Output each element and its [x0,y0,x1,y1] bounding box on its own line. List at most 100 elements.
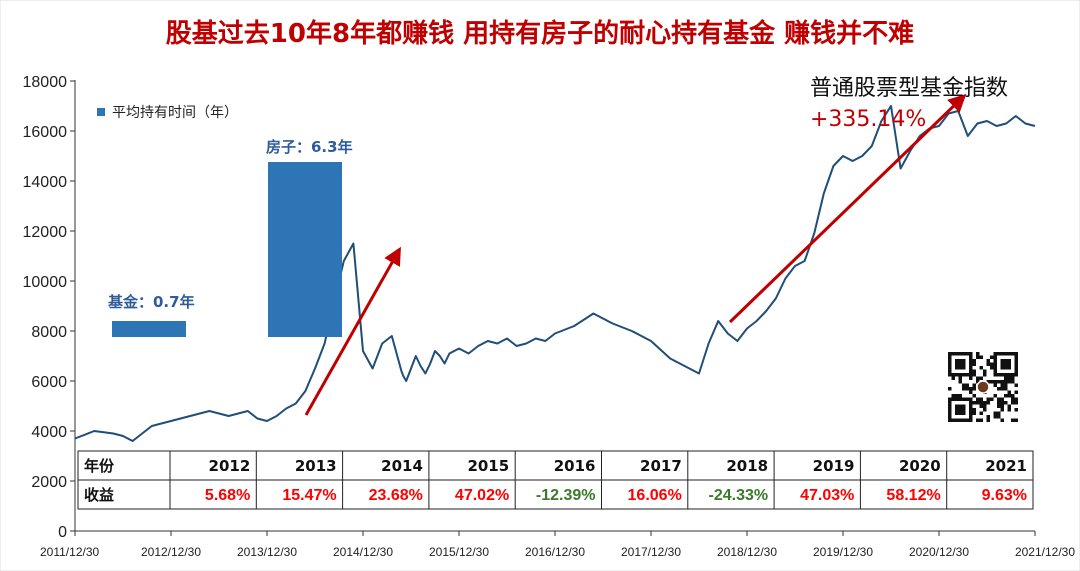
x-tick-label: 2021/12/30 [1015,545,1075,559]
qr-module [983,373,987,377]
qr-module [1004,376,1008,380]
y-tick-label: 8000 [31,324,67,341]
qr-module [993,415,997,419]
qr-module [986,397,990,401]
table-year-cell: 2021 [985,457,1027,475]
y-tick-label: 16000 [23,124,68,141]
table-year-cell: 2018 [726,457,768,475]
qr-module [990,362,994,366]
qr-module [1011,418,1015,422]
qr-module [1011,401,1015,405]
qr-module [1000,418,1004,422]
qr-module [986,362,990,366]
qr-module [993,394,997,398]
index-name-label: 普通股票型基金指数 [810,76,1008,101]
qr-module [993,383,997,387]
qr-module [1007,394,1011,398]
qr-module [955,394,959,398]
qr-module [1014,418,1018,422]
x-tick-label: 2014/12/30 [333,545,393,559]
qr-module [1011,397,1015,401]
qr-module [990,355,994,359]
x-tick-label: 2017/12/30 [621,545,681,559]
y-tick-label: 14000 [23,174,68,191]
qr-module [962,387,966,391]
trend-arrow-2019 [728,93,967,324]
qr-module [979,401,983,405]
qr-module [1007,376,1011,380]
y-tick-labels: 0 2000 4000 6000 8000 10000 12000 14000 16000 180… [23,74,75,541]
qr-module [986,380,990,384]
qr-module [997,404,1001,408]
table-row-label-return: 收益 [84,486,114,504]
x-tick-label: 2020/12/30 [909,545,969,559]
qr-module [1004,383,1008,387]
qr-module [979,418,983,422]
qr-module [990,380,994,384]
qr-module [972,383,976,387]
qr-module [1004,380,1008,384]
bar-house-label: 房子：6.3年 [266,138,353,156]
qr-module [948,387,952,391]
qr-module [972,401,976,405]
table-year-cell: 2012 [209,457,251,475]
qr-module [997,380,1001,384]
qr-module [979,376,983,380]
x-tick-label: 2018/12/30 [717,545,777,559]
qr-module [976,401,980,405]
table-return-cell: 5.68% [205,487,250,504]
qr-module [1014,390,1018,394]
qr-module [993,380,997,384]
qr-module [1011,394,1015,398]
table-return-cell: 23.68% [369,487,423,504]
index-line-series [74,105,1036,442]
qr-module [972,369,976,373]
qr-finder-center [1000,359,1011,370]
qr-module [997,411,1001,415]
x-tick-label: 2013/12/30 [237,545,297,559]
qr-module [972,408,976,412]
trend-arrow-2014 [304,246,401,416]
qr-module [997,387,1001,391]
x-tick-label: 2011/12/30 [40,545,99,559]
qr-module [972,387,976,391]
y-tick-label: 10000 [23,274,68,291]
qr-module [976,418,980,422]
qr-module [1000,404,1004,408]
qr-module [983,401,987,405]
table-return-cell: 9.63% [982,487,1027,504]
qr-module [983,408,987,412]
qr-module [976,355,980,359]
bar-fund-label: 基金：0.7年 [107,293,195,311]
qr-module [965,387,969,391]
table-return-cell: 58.12% [886,487,940,504]
qr-module [1004,387,1008,391]
qr-module [979,366,983,370]
qr-module [951,376,955,380]
returns-table: 年份 收益 2012 5.68% 2013 15.47% 2014 23.68% 2015 4… [77,450,1034,510]
qr-module [962,383,966,387]
qr-module [969,390,973,394]
qr-code [946,350,1020,424]
qr-module [1014,397,1018,401]
qr-module [983,404,987,408]
qr-module [972,411,976,415]
qr-module [1000,383,1004,387]
qr-module [1007,408,1011,412]
qr-finder-center [955,359,966,370]
bar-house-holding [268,162,342,337]
qr-module [1014,401,1018,405]
qr-finder-center [955,404,966,415]
qr-module [1000,380,1004,384]
x-tick-label: 2015/12/30 [429,545,489,559]
qr-module [972,359,976,363]
qr-module [990,397,994,401]
qr-module [972,362,976,366]
table-return-cell: 47.03% [800,487,854,504]
qr-module [976,376,980,380]
x-tick-labels: 2011/12/30 2012/12/30 2013/12/30 2014/12/30… [40,531,1075,559]
qr-module [997,401,1001,405]
qr-module [969,387,973,391]
qr-module [976,352,980,356]
qr-module [1000,401,1004,405]
